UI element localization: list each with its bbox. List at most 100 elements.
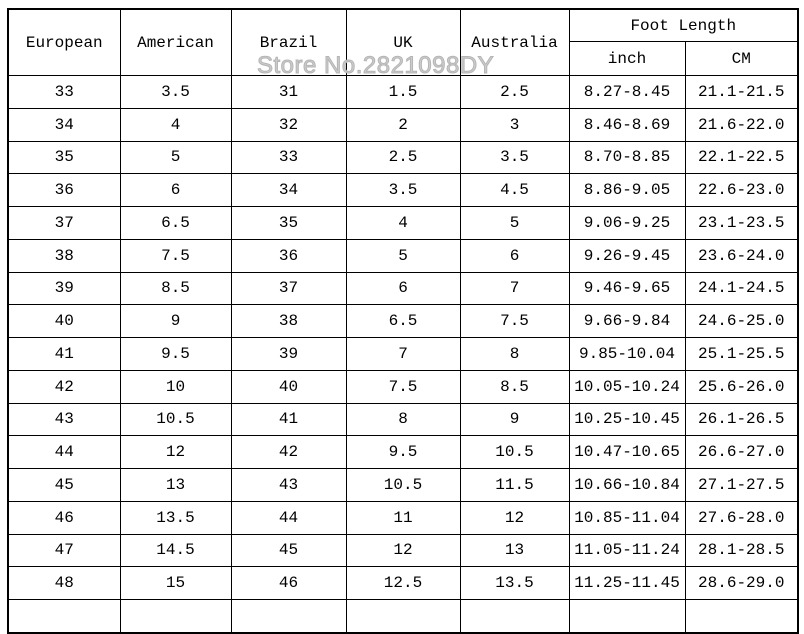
table-cell: 35 <box>230 206 347 240</box>
table-cell: 10.5 <box>345 468 461 502</box>
table-cell: 46 <box>230 566 347 600</box>
table-cell: 47 <box>7 533 121 568</box>
table-cell: 38 <box>230 304 347 338</box>
table-cell: 25.1-25.5 <box>684 337 799 371</box>
column-header-cm: CM <box>684 41 799 76</box>
table-cell <box>7 599 121 634</box>
table-cell: 28.1-28.5 <box>684 533 799 568</box>
column-header-inch: inch <box>568 41 686 76</box>
table-cell: 3.5 <box>119 75 232 109</box>
column-header-australia: Australia <box>459 8 570 76</box>
table-cell: 38 <box>7 238 121 273</box>
table-cell: 6.5 <box>345 304 461 338</box>
table-cell: 2 <box>345 107 461 142</box>
table-cell: 39 <box>230 337 347 371</box>
table-cell: 37 <box>230 271 347 306</box>
table-cell: 10.66-10.84 <box>568 468 686 502</box>
table-cell: 8.86-9.05 <box>568 173 686 207</box>
table-cell: 33 <box>230 140 347 175</box>
table-cell: 26.6-27.0 <box>684 435 799 469</box>
table-cell: 12 <box>119 435 232 469</box>
table-cell <box>568 599 686 634</box>
table-cell: 10.47-10.65 <box>568 435 686 469</box>
table-cell: 6 <box>345 271 461 306</box>
table-cell: 1.5 <box>345 75 461 109</box>
table-row: 35 5 33 2.5 3.5 8.70-8.85 22.1-22.5 <box>7 140 799 175</box>
table-row: 34 4 32 2 3 8.46-8.69 21.6-22.0 <box>7 107 799 142</box>
table-row: 47 14.5 45 12 13 11.05-11.24 28.1-28.5 <box>7 533 799 568</box>
table-cell: 36 <box>230 238 347 273</box>
table-cell: 11.25-11.45 <box>568 566 686 600</box>
table-cell: 6 <box>459 238 570 273</box>
table-cell: 44 <box>230 500 347 535</box>
table-cell: 27.6-28.0 <box>684 500 799 535</box>
table-cell: 48 <box>7 566 121 600</box>
table-row: 39 8.5 37 6 7 9.46-9.65 24.1-24.5 <box>7 271 799 306</box>
table-cell <box>684 599 799 634</box>
table-cell: 41 <box>7 337 121 371</box>
table-cell: 34 <box>230 173 347 207</box>
table-cell: 43 <box>7 402 121 437</box>
table-cell: 7.5 <box>119 238 232 273</box>
column-header-uk: UK <box>345 8 461 76</box>
table-cell: 10 <box>119 369 232 404</box>
table-cell: 45 <box>7 468 121 502</box>
table-cell: 42 <box>230 435 347 469</box>
table-cell: 9.06-9.25 <box>568 206 686 240</box>
table-cell: 3.5 <box>345 173 461 207</box>
table-cell: 9.46-9.65 <box>568 271 686 306</box>
column-header-american: American <box>119 8 232 76</box>
table-row: 42 10 40 7.5 8.5 10.05-10.24 25.6-26.0 <box>7 369 799 404</box>
table-cell: 33 <box>7 75 121 109</box>
table-cell: 9.85-10.04 <box>568 337 686 371</box>
table-cell: 32 <box>230 107 347 142</box>
table-row: 33 3.5 31 1.5 2.5 8.27-8.45 21.1-21.5 <box>7 75 799 109</box>
table-cell: 7 <box>345 337 461 371</box>
table-cell: 2.5 <box>345 140 461 175</box>
table-row: 38 7.5 36 5 6 9.26-9.45 23.6-24.0 <box>7 238 799 273</box>
table-cell: 24.1-24.5 <box>684 271 799 306</box>
table-cell: 5 <box>119 140 232 175</box>
table-cell: 8.5 <box>119 271 232 306</box>
table-cell: 44 <box>7 435 121 469</box>
table-cell: 13 <box>119 468 232 502</box>
table-cell: 13 <box>459 533 570 568</box>
shoe-size-conversion-table: European American Brazil UK Australia Fo… <box>7 8 799 634</box>
table-cell: 23.1-23.5 <box>684 206 799 240</box>
table-cell: 26.1-26.5 <box>684 402 799 437</box>
table-cell: 23.6-24.0 <box>684 238 799 273</box>
table-cell: 5 <box>345 238 461 273</box>
table-cell: 9.26-9.45 <box>568 238 686 273</box>
table-cell: 22.1-22.5 <box>684 140 799 175</box>
table-cell: 11.05-11.24 <box>568 533 686 568</box>
table-cell: 10.85-11.04 <box>568 500 686 535</box>
column-header-foot-length: Foot Length <box>568 8 799 42</box>
table-cell: 7.5 <box>345 369 461 404</box>
table-cell: 3.5 <box>459 140 570 175</box>
table-cell <box>459 599 570 634</box>
table-header: European American Brazil UK Australia Fo… <box>7 8 799 76</box>
table-row: 46 13.5 44 11 12 10.85-11.04 27.6-28.0 <box>7 500 799 535</box>
table-cell: 8.5 <box>459 369 570 404</box>
table-cell: 41 <box>230 402 347 437</box>
table-cell: 10.05-10.24 <box>568 369 686 404</box>
table-cell <box>230 599 347 634</box>
table-cell: 9 <box>119 304 232 338</box>
table-cell: 31 <box>230 75 347 109</box>
table-cell: 4 <box>345 206 461 240</box>
table-cell: 15 <box>119 566 232 600</box>
table-cell: 4 <box>119 107 232 142</box>
table-cell: 27.1-27.5 <box>684 468 799 502</box>
table-row: 43 10.5 41 8 9 10.25-10.45 26.1-26.5 <box>7 402 799 437</box>
table-cell: 43 <box>230 468 347 502</box>
table-cell: 39 <box>7 271 121 306</box>
table-cell: 22.6-23.0 <box>684 173 799 207</box>
table-cell: 14.5 <box>119 533 232 568</box>
table-cell: 12 <box>345 533 461 568</box>
table-row-partial <box>7 599 799 634</box>
table-cell: 12.5 <box>345 566 461 600</box>
table-cell: 8.46-8.69 <box>568 107 686 142</box>
table-cell: 9 <box>459 402 570 437</box>
table-cell: 9.5 <box>345 435 461 469</box>
table-cell: 10.5 <box>119 402 232 437</box>
